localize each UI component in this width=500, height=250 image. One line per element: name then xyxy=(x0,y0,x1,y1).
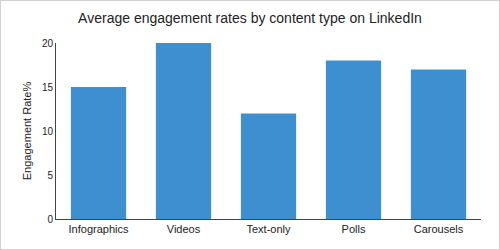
svg-text:5: 5 xyxy=(47,170,53,181)
svg-text:0: 0 xyxy=(47,214,53,225)
svg-text:15: 15 xyxy=(42,82,54,93)
svg-text:Carousels: Carousels xyxy=(414,223,464,235)
svg-text:20: 20 xyxy=(42,38,54,49)
svg-text:Infographics: Infographics xyxy=(69,223,129,235)
svg-text:10: 10 xyxy=(42,126,54,137)
svg-text:Average engagement rates by co: Average engagement rates by content type… xyxy=(78,10,422,26)
svg-text:Polls: Polls xyxy=(342,223,366,235)
svg-text:Text-only: Text-only xyxy=(246,223,291,235)
svg-text:Videos: Videos xyxy=(167,223,201,235)
svg-text:Engagement Rate%: Engagement Rate% xyxy=(21,82,33,181)
